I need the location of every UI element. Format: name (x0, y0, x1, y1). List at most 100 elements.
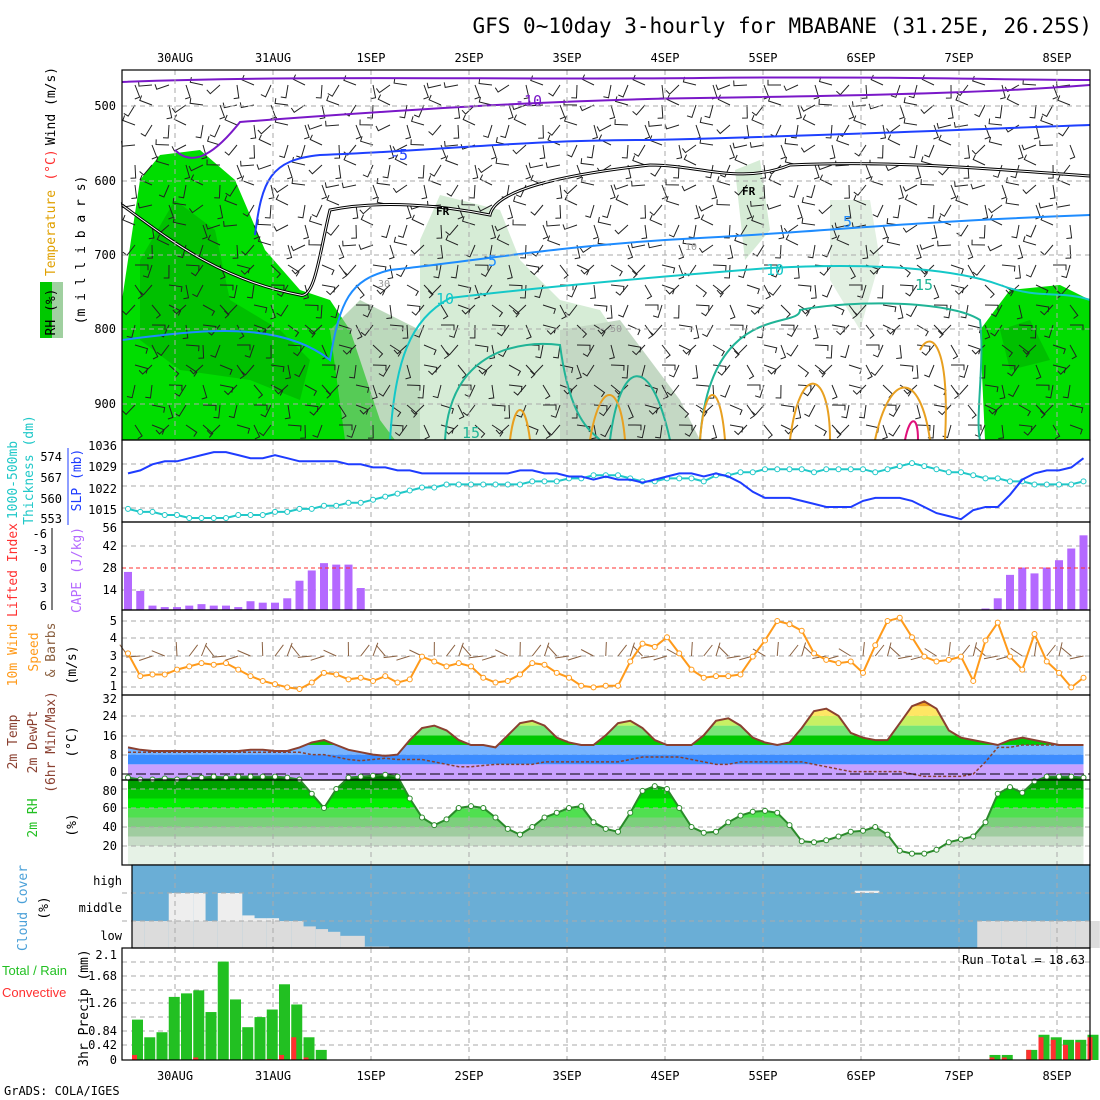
thickness-line-point (700, 478, 707, 485)
wind-barb (291, 264, 306, 275)
wind-barb (242, 204, 255, 217)
wind-barb (763, 284, 771, 300)
wind-barb (729, 144, 736, 160)
wind-speed-line-point (333, 671, 340, 678)
wind-barb (468, 184, 476, 199)
wind-barb (865, 364, 873, 380)
wind-barb (261, 641, 264, 657)
dewpoint-line (128, 744, 1084, 778)
wind-barb (156, 344, 170, 357)
rh-line-point (651, 783, 658, 790)
wind-barb (904, 194, 918, 206)
cloud-low-block (230, 921, 243, 948)
wind-barb (937, 240, 952, 247)
wind-barb (645, 304, 659, 311)
wind-barb (138, 364, 153, 375)
wind-barb (582, 364, 595, 377)
wind-barb (874, 644, 885, 657)
tick-label: 500 (94, 99, 116, 113)
wind-barb (142, 264, 153, 279)
rh-area (830, 200, 880, 330)
temp-band (128, 754, 1084, 765)
wind-barb (1022, 236, 1037, 246)
rh-line-point (1019, 789, 1026, 796)
wind-barb (166, 104, 173, 120)
wind-barb (866, 344, 880, 351)
wind-barb (602, 204, 612, 219)
wind-barb (513, 384, 527, 396)
wind-barb (908, 84, 918, 99)
wind-barb (308, 324, 323, 335)
wind-barb (308, 164, 323, 175)
wind-barb (121, 404, 136, 416)
wind-barb (457, 404, 465, 420)
wind-barb (367, 104, 374, 119)
upper-wind-barbs (120, 74, 1084, 440)
wind-barb (920, 104, 935, 115)
slp-line (127, 451, 1085, 521)
wind-barb (899, 104, 905, 120)
wind-barb (848, 104, 855, 120)
wind-barb (678, 244, 685, 260)
wind-barb (168, 304, 182, 316)
wind-barb (898, 184, 905, 200)
wind-barb (780, 344, 787, 360)
wind-barb (326, 284, 340, 296)
thickness-line-point (357, 499, 364, 506)
rh-line-point (578, 803, 585, 810)
thickness-line-point (1031, 481, 1038, 488)
wind-barb (664, 123, 680, 130)
day-label: 5SEP (749, 51, 778, 65)
wind-barb (702, 324, 714, 338)
wind-barb (543, 404, 557, 411)
cloud-low-block (1063, 921, 1076, 948)
wind-barb (615, 284, 629, 296)
wind-barb (921, 344, 935, 356)
wind-barb (844, 184, 850, 199)
rh-line-point (774, 809, 781, 816)
wind-barb (310, 655, 325, 661)
upper-axis-labels: Wind (m/s) (°C) Temperature RH (%) (m i … (44, 67, 89, 336)
wind-barb (1005, 197, 1020, 206)
wind-barb (857, 284, 867, 299)
wind-barb (566, 144, 578, 158)
wind-barb (704, 104, 714, 119)
wind-barb (916, 264, 929, 278)
wind-barb (428, 94, 442, 106)
rh-line-point (688, 824, 695, 830)
wind-barb (972, 264, 986, 276)
wind-barb (835, 424, 850, 436)
pressure-axis: 500 600 700 800 900 (94, 99, 116, 411)
wind-barb (953, 122, 969, 128)
precip-convective-bar (193, 1057, 199, 1060)
rh-band (128, 846, 1084, 865)
wind-barb (954, 181, 969, 187)
wind-barb (695, 404, 708, 417)
contour-label: 5 (843, 213, 852, 231)
wind-barb (890, 84, 901, 98)
wind-barb (676, 144, 683, 160)
rh-line-point (994, 790, 1001, 797)
wind-barb (258, 424, 272, 437)
tick-label: 4 (110, 631, 117, 645)
wind-barb (213, 404, 221, 419)
wind-barb (1004, 84, 1020, 93)
wind-barb (920, 179, 935, 186)
wind-barb (445, 155, 459, 166)
wind-barb (627, 324, 641, 336)
wind-barb (618, 84, 629, 98)
wind-barb (378, 384, 391, 397)
wind-barb (228, 404, 238, 419)
wind-barb (388, 144, 395, 160)
rh-line-point (700, 829, 707, 836)
cloud-low-block (144, 921, 157, 948)
wind-speed-line-point (468, 663, 474, 670)
wind-barb (542, 324, 557, 334)
tick-label: 16 (103, 729, 117, 743)
cloud-middle-block (193, 893, 206, 921)
tick-label: 6 (40, 599, 47, 613)
wind-barb (474, 424, 486, 438)
wind-barb (224, 655, 239, 661)
wind-barb (804, 404, 816, 418)
wind-barb (1069, 424, 1083, 435)
